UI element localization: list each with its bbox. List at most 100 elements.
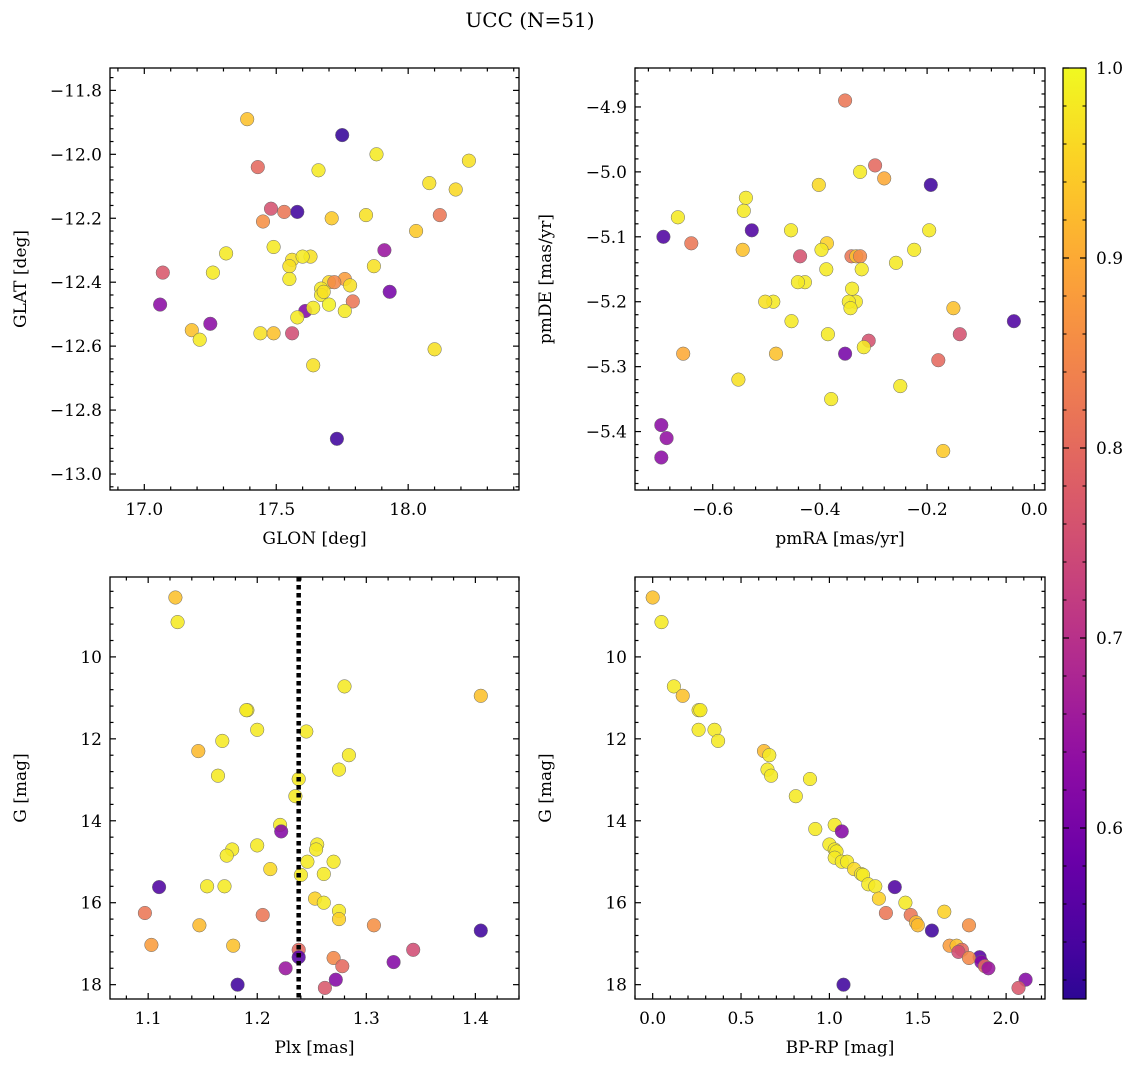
data-point — [191, 744, 206, 759]
data-point — [137, 905, 152, 921]
data-point — [285, 326, 300, 341]
data-point — [808, 821, 823, 837]
data-point — [327, 275, 342, 290]
data-point — [335, 959, 350, 974]
data-point — [366, 918, 381, 933]
data-point — [406, 942, 421, 957]
y-tick-label: 12 — [605, 730, 627, 750]
data-point — [382, 284, 397, 299]
x-tick-label: −0.2 — [906, 500, 947, 520]
data-point — [937, 904, 952, 919]
scatter-points — [645, 590, 1033, 995]
data-point — [691, 722, 706, 737]
colorbar-tick-label: 1.0 — [1096, 59, 1123, 79]
data-point — [343, 278, 358, 293]
data-point — [790, 275, 805, 290]
data-point — [192, 332, 207, 347]
data-point — [768, 346, 784, 361]
x-tick-label: 1.3 — [353, 1009, 380, 1029]
scatter-points — [153, 112, 476, 446]
data-point — [868, 158, 883, 173]
data-point — [253, 326, 268, 341]
y-tick-label: −4.9 — [586, 98, 627, 118]
data-point — [744, 223, 759, 238]
data-point — [282, 271, 297, 287]
scatter-points — [137, 590, 488, 995]
data-point — [645, 590, 660, 605]
data-point — [266, 326, 281, 341]
data-point — [843, 301, 858, 316]
data-point — [200, 879, 215, 894]
data-point — [854, 262, 869, 277]
data-point — [184, 323, 199, 338]
data-point — [288, 789, 303, 804]
y-axis-label: pmDE [mas/yr] — [536, 214, 556, 344]
axes-frame — [109, 576, 520, 1000]
y-tick-label: −13.0 — [50, 465, 102, 485]
data-point — [675, 688, 690, 703]
data-point — [735, 242, 750, 257]
data-point — [981, 961, 996, 976]
x-axis-label: GLON [deg] — [262, 529, 366, 549]
data-point — [300, 854, 315, 869]
data-point — [144, 937, 159, 952]
data-point — [422, 176, 437, 191]
panel-glon-glat: 17.0 17.5 18.0 −11.8 −12.0 −12.2 −12.4 −12.6 −12… — [11, 67, 520, 549]
data-point — [693, 703, 708, 718]
y-tick-label: −12.4 — [50, 273, 102, 293]
data-point — [295, 249, 310, 264]
data-point — [369, 147, 384, 162]
data-point — [219, 848, 234, 863]
x-tick-label: 1.5 — [904, 1009, 931, 1029]
data-point — [255, 214, 271, 229]
colorbar-tick-label: 0.7 — [1096, 629, 1123, 649]
data-point — [676, 346, 691, 361]
data-point — [358, 208, 374, 223]
data-point — [331, 762, 347, 777]
panel-pmra-pmde: −0.6 −0.4 −0.2 0.0 −4.9 −5.0 −5.1 −5.2 −5.3 −5.4 p… — [536, 67, 1048, 549]
data-point — [836, 977, 851, 992]
data-point — [306, 300, 321, 315]
data-point — [277, 204, 292, 219]
data-point — [282, 259, 297, 274]
y-axis-label: G [mag] — [11, 753, 31, 822]
data-point — [814, 242, 829, 257]
data-point — [1006, 314, 1021, 329]
x-tick-label: 0.0 — [639, 1009, 666, 1029]
data-point — [738, 190, 753, 205]
data-point — [845, 281, 860, 296]
data-point — [888, 255, 904, 270]
data-point — [783, 223, 799, 238]
y-tick-label: −12.0 — [50, 145, 102, 165]
x-axis-label: BP-RP [mag] — [786, 1038, 895, 1058]
data-point — [341, 748, 356, 763]
panel-bprp-g: 0.0 0.5 1.0 1.5 2.0 10 12 14 16 18 BP-RP [mag] G [m… — [536, 576, 1046, 1058]
data-point — [878, 905, 893, 921]
data-point — [337, 303, 352, 319]
y-tick-label: −5.3 — [586, 358, 627, 378]
data-point — [230, 977, 245, 992]
data-point — [409, 223, 424, 239]
data-point — [316, 866, 331, 882]
panel-plx-g: 1.1 1.2 1.3 1.4 10 12 14 16 18 Plx [mas] G [mag] — [11, 576, 520, 1058]
data-point — [736, 203, 751, 218]
y-tick-label: −12.6 — [50, 337, 102, 357]
data-point — [868, 879, 883, 894]
data-point — [240, 112, 255, 127]
data-point — [152, 880, 167, 895]
data-point — [684, 236, 699, 251]
y-tick-label: −5.0 — [586, 163, 627, 183]
y-tick-label: 16 — [605, 894, 627, 914]
data-point — [898, 895, 913, 910]
data-point — [290, 204, 305, 219]
data-point — [856, 340, 871, 355]
data-point — [670, 210, 685, 225]
colorbar: 0.6 0.7 0.8 0.9 1.0 — [1062, 59, 1123, 1000]
data-point — [853, 249, 868, 264]
data-point — [784, 314, 799, 329]
scatter-points — [654, 93, 1021, 465]
data-point — [250, 722, 265, 737]
x-tick-label: 1.4 — [462, 1009, 489, 1029]
y-tick-label: 10 — [605, 648, 627, 668]
